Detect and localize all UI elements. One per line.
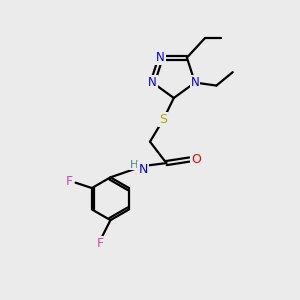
Text: O: O [191, 153, 201, 166]
Text: F: F [97, 237, 104, 250]
Text: S: S [159, 113, 167, 126]
Text: H: H [130, 160, 138, 170]
Text: N: N [156, 51, 165, 64]
Text: N: N [190, 76, 200, 89]
Text: N: N [148, 76, 157, 89]
Text: N: N [139, 163, 148, 176]
Text: F: F [65, 175, 73, 188]
